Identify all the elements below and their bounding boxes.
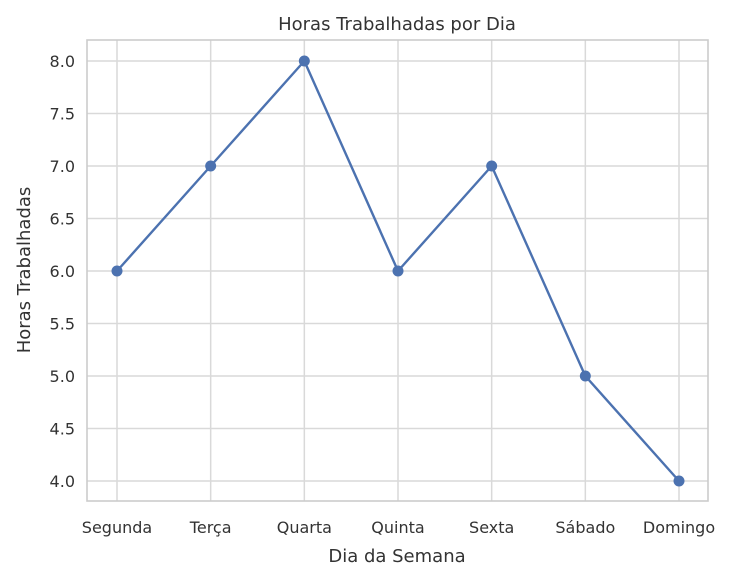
data-point-terça xyxy=(205,160,217,172)
x-axis-label: Dia da Semana xyxy=(328,546,465,567)
y-tick-label: 8.0 xyxy=(50,52,75,71)
y-tick-label: 4.5 xyxy=(50,420,75,439)
x-tick-label: Sexta xyxy=(469,518,514,537)
y-tick-label: 6.0 xyxy=(50,262,75,281)
data-point-quarta xyxy=(298,55,310,67)
y-axis-label: Horas Trabalhadas xyxy=(14,187,35,354)
plot-frame xyxy=(86,39,709,502)
series-layer xyxy=(111,55,685,487)
y-tick-label: 4.0 xyxy=(50,472,75,491)
x-tick-label: Sábado xyxy=(555,518,615,537)
chart-title: Horas Trabalhadas por Dia xyxy=(278,14,516,35)
y-tick-label: 5.0 xyxy=(50,367,75,386)
x-tick-label: Terça xyxy=(189,518,232,537)
x-tick-label: Quinta xyxy=(371,518,424,537)
x-axis-ticks: Segunda Terça Quarta Quinta Sexta Sábado Domin… xyxy=(82,518,715,537)
x-tick-label: Quarta xyxy=(277,518,332,537)
x-tick-label: Domingo xyxy=(643,518,715,537)
x-tick-label: Segunda xyxy=(82,518,152,537)
data-point-quinta xyxy=(392,265,404,277)
y-axis-ticks: 4.0 4.5 5.0 5.5 6.0 6.5 7.0 7.5 8.0 xyxy=(50,52,75,491)
y-tick-label: 6.5 xyxy=(50,210,75,229)
data-point-sábado xyxy=(579,370,591,382)
y-tick-label: 7.0 xyxy=(50,157,75,176)
data-point-domingo xyxy=(673,475,685,487)
y-tick-label: 7.5 xyxy=(50,105,75,124)
y-tick-label: 5.5 xyxy=(50,315,75,334)
data-point-segunda xyxy=(111,265,123,277)
data-point-sexta xyxy=(486,160,498,172)
